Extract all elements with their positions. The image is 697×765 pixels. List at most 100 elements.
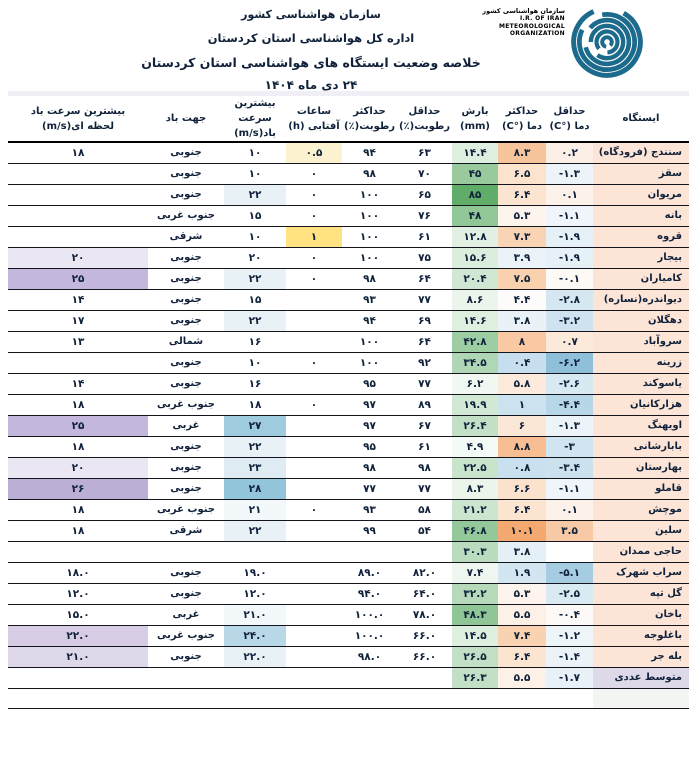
value-cell: ۲۱ bbox=[224, 499, 286, 520]
table-row: سنندج (فرودگاه) ۰.۲ ۸.۳ ۱۴.۴ ۶۳ ۹۴ ۰.۵ ۱۰ جنوبی ۱… bbox=[8, 142, 689, 163]
table-top-strip bbox=[8, 91, 689, 96]
value-cell: ۹۵ bbox=[363, 377, 376, 390]
value-cell: ۰.۱ bbox=[546, 499, 593, 520]
station-cell: بله جر bbox=[593, 646, 689, 667]
value-cell: ۱۸.۰ bbox=[66, 566, 90, 579]
value-cell: ۰ bbox=[310, 209, 318, 222]
table-row: یاسوکند -۲.۶ ۵.۸ ۶.۲ ۷۷ ۹۵ ۱۶ جنوبی ۱۴ bbox=[8, 373, 689, 394]
station-cell: سراب شهرک bbox=[593, 562, 689, 583]
station-cell: قروه bbox=[593, 226, 689, 247]
station-cell: قاملو bbox=[593, 478, 689, 499]
value-cell bbox=[286, 415, 342, 436]
value-cell: ۹۲ bbox=[418, 356, 431, 369]
value-cell: ۱۰۰ bbox=[359, 251, 380, 264]
value-cell: ۹۸.۰ bbox=[357, 650, 382, 663]
value-cell: ۰ bbox=[310, 188, 318, 201]
value-cell: ۱۰ bbox=[248, 167, 262, 180]
value-cell bbox=[8, 352, 148, 373]
value-cell: ۲۳ bbox=[224, 457, 286, 478]
table-row: باخان -۰.۴ ۵.۵ ۴۸.۳ ۷۸.۰ ۱۰۰.۰ ۲۱.۰ غربی ۱۵.۰ bbox=[8, 604, 689, 625]
value-cell: -۲.۵ bbox=[546, 583, 593, 604]
value-cell: ۰ bbox=[310, 272, 318, 285]
table-row: متوسط عددی -۱.۷ ۵.۵ ۲۶.۳ bbox=[8, 667, 689, 688]
value-cell: ۹۷ bbox=[363, 398, 376, 411]
wind-direction-cell: جنوب غربی bbox=[156, 210, 215, 221]
value-cell: ۳.۵ bbox=[546, 520, 593, 541]
value-cell: ۱۸ bbox=[248, 398, 262, 411]
column-header-wind_max: بیشترین سرعت باد(m/s) bbox=[224, 96, 286, 143]
value-cell: -۶.۲ bbox=[546, 352, 593, 373]
value-cell: ۱۰۰.۰ bbox=[354, 608, 385, 621]
value-cell: ۱ bbox=[498, 394, 546, 415]
value-cell: ۲۲ bbox=[224, 268, 286, 289]
value-cell: ۵.۳ bbox=[498, 583, 546, 604]
wind-direction-cell bbox=[148, 541, 224, 562]
value-cell: ۶۱ bbox=[418, 230, 431, 243]
value-cell: ۵۸ bbox=[418, 503, 431, 516]
value-cell: ۸۹.۰ bbox=[357, 566, 382, 579]
value-cell: ۸۲.۰ bbox=[412, 566, 437, 579]
station-cell: دیواندره(نساره) bbox=[593, 289, 689, 310]
value-cell: ۹۸ bbox=[363, 272, 376, 285]
wind-direction-cell: جنوب غربی bbox=[156, 399, 215, 410]
value-cell: -۴.۴ bbox=[546, 394, 593, 415]
value-cell: ۹۸ bbox=[418, 461, 431, 474]
value-cell: ۵۴ bbox=[418, 524, 431, 537]
value-cell: ۱۳ bbox=[71, 335, 85, 348]
station-cell: کامیاران bbox=[593, 268, 689, 289]
value-cell: -۲.۶ bbox=[546, 373, 593, 394]
table-row: بابارشانی -۳ ۸.۸ ۴.۹ ۶۱ ۹۵ ۲۲ جنوبی ۱۸ bbox=[8, 436, 689, 457]
station-cell: یاسوکند bbox=[593, 373, 689, 394]
value-cell: ۷.۴ bbox=[452, 562, 498, 583]
value-cell: ۱۰.۱ bbox=[498, 520, 546, 541]
value-cell bbox=[224, 541, 286, 562]
wind-direction-cell: جنوبی bbox=[170, 567, 202, 578]
value-cell: ۱۰۰.۰ bbox=[354, 629, 385, 642]
value-cell: ۱۹.۰ bbox=[243, 566, 267, 579]
value-cell: ۱۰ bbox=[248, 230, 262, 243]
value-cell: ۸.۸ bbox=[498, 436, 546, 457]
column-header-hum_max: حداکثر رطوبت(٪) bbox=[342, 96, 397, 143]
wind-direction-cell: جنوبی bbox=[170, 462, 202, 473]
table-row: سراب شهرک -۵.۱ ۱.۹ ۷.۴ ۸۲.۰ ۸۹.۰ ۱۹.۰ جنوبی ۱۸.۰ bbox=[8, 562, 689, 583]
value-cell bbox=[286, 289, 342, 310]
value-cell: ۱۰۰ bbox=[359, 230, 380, 243]
column-header-hum_min: حداقل رطوبت(٪) bbox=[397, 96, 452, 143]
value-cell bbox=[8, 163, 148, 184]
value-cell: ۱۰ bbox=[248, 146, 262, 159]
value-cell: ۳.۹ bbox=[498, 247, 546, 268]
value-cell: ۲۱.۰ bbox=[224, 604, 286, 625]
wind-direction-cell: شرقی bbox=[169, 525, 203, 536]
value-cell: ۲۰ bbox=[8, 457, 148, 478]
value-cell bbox=[342, 667, 397, 688]
logo-caption-fa: سازمان هواشناسی کشور bbox=[482, 7, 565, 15]
value-cell: ۱۰ bbox=[248, 356, 262, 369]
value-cell: ۲۰ bbox=[8, 247, 148, 268]
value-cell: ۱۴.۵ bbox=[452, 625, 498, 646]
value-cell bbox=[286, 541, 342, 562]
value-cell: ۴۶.۸ bbox=[452, 520, 498, 541]
value-cell: ۸ bbox=[498, 331, 546, 352]
value-cell: ۰ bbox=[310, 167, 318, 180]
report-header: سازمان هواشناسی کشور اداره کل هواشناسی ا… bbox=[0, 2, 622, 92]
value-cell bbox=[286, 373, 342, 394]
value-cell: ۸.۶ bbox=[452, 289, 498, 310]
value-cell: -۱.۹ bbox=[546, 247, 593, 268]
value-cell: ۱۴ bbox=[71, 293, 85, 306]
wind-direction-cell bbox=[148, 667, 224, 688]
value-cell: ۱۵ bbox=[248, 293, 262, 306]
value-cell bbox=[8, 688, 148, 708]
value-cell: -۱.۲ bbox=[546, 625, 593, 646]
value-cell bbox=[342, 688, 397, 708]
value-cell: ۹۸ bbox=[363, 461, 376, 474]
value-cell: ۶.۴ bbox=[498, 499, 546, 520]
logo-caption: سازمان هواشناسی کشور I.R. OF IRAN METEOR… bbox=[479, 2, 565, 38]
value-cell: ۱۶ bbox=[248, 335, 262, 348]
value-cell: ۱۴.۴ bbox=[452, 142, 498, 163]
value-cell bbox=[546, 541, 593, 562]
value-cell bbox=[8, 184, 148, 205]
value-cell: ۱۸ bbox=[71, 524, 85, 537]
value-cell: ۲۲ bbox=[224, 184, 286, 205]
table-row: بهارستان -۳.۴ ۰.۸ ۲۲.۵ ۹۸ ۹۸ ۲۳ جنوبی ۲۰ bbox=[8, 457, 689, 478]
value-cell bbox=[8, 667, 148, 688]
